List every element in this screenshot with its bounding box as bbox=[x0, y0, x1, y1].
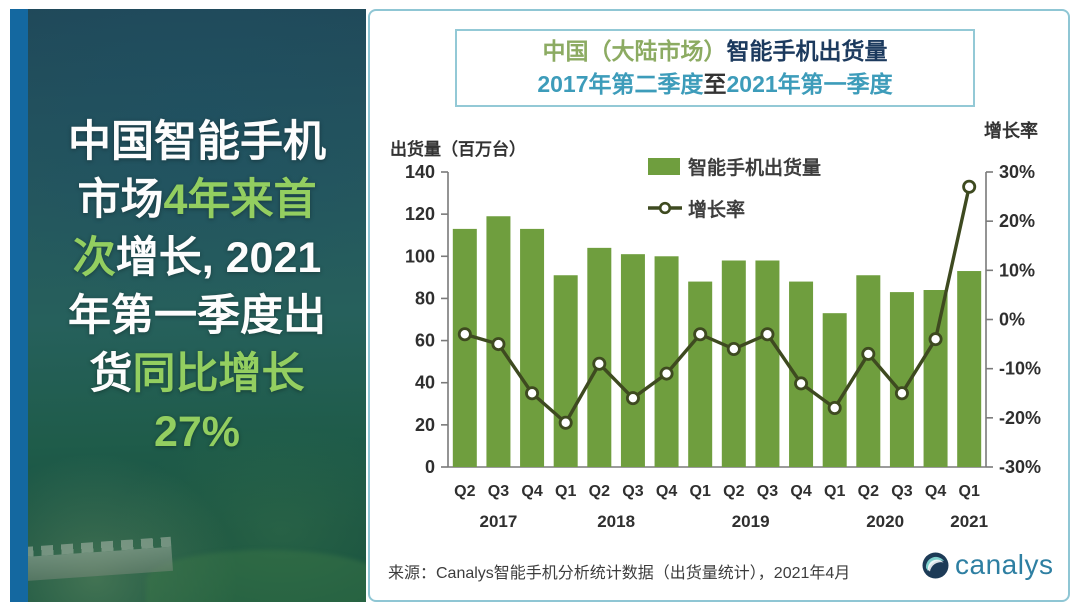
headline-line: 27% bbox=[28, 403, 366, 461]
source-note: 来源：Canalys智能手机分析统计数据（出货量统计），2021年4月 bbox=[388, 565, 851, 582]
svg-text:140: 140 bbox=[405, 162, 435, 182]
svg-text:Q1: Q1 bbox=[959, 483, 980, 500]
chart-title-box: 中国（大陆市场）智能手机出货量 2017年第二季度至2021年第一季度 bbox=[455, 29, 975, 107]
svg-text:100: 100 bbox=[405, 246, 435, 266]
svg-text:Q1: Q1 bbox=[690, 483, 711, 500]
svg-text:Q4: Q4 bbox=[925, 483, 946, 500]
line-marker-icon bbox=[648, 201, 682, 215]
svg-text:2017: 2017 bbox=[480, 512, 518, 531]
left-axis-title: 出货量（百万台） bbox=[390, 140, 526, 159]
great-wall-photo-panel: 中国智能手机 市场4年来首 次增长, 2021 年第一季度出 货同比增长 27% bbox=[28, 9, 366, 602]
headline-line: 年第一季度出 bbox=[28, 287, 366, 345]
svg-text:0%: 0% bbox=[999, 310, 1025, 330]
title-period-to: 至 bbox=[703, 71, 727, 97]
chart-card: 中国（大陆市场）智能手机出货量 2017年第二季度至2021年第一季度 出货量（… bbox=[368, 9, 1070, 602]
headline-text: 年第一季度出 bbox=[68, 292, 326, 340]
title-market: 中国（大陆市场） bbox=[542, 38, 727, 64]
svg-text:Q1: Q1 bbox=[555, 483, 576, 500]
hill-shape bbox=[146, 550, 366, 602]
svg-text:120: 120 bbox=[405, 204, 435, 224]
svg-text:2021: 2021 bbox=[950, 512, 988, 531]
headline-line: 市场4年来首 bbox=[28, 171, 366, 229]
bar-swatch-icon bbox=[648, 157, 680, 175]
svg-text:30%: 30% bbox=[999, 162, 1035, 182]
chart-title-line2: 2017年第二季度至2021年第一季度 bbox=[537, 68, 892, 101]
headline-text: 市场 bbox=[77, 176, 164, 224]
headline-percent: 27% bbox=[153, 408, 241, 456]
headline-text-green: 4年来首 bbox=[163, 176, 317, 224]
title-period-end: 2021年第一季度 bbox=[726, 71, 893, 97]
svg-text:Q2: Q2 bbox=[858, 483, 879, 500]
svg-text:Q1: Q1 bbox=[824, 483, 845, 500]
svg-text:-10%: -10% bbox=[999, 359, 1041, 379]
svg-text:0: 0 bbox=[425, 457, 435, 477]
shipments-growth-chart: 0 20 40 60 80 100 120 140 -30% -20% -10% 0% 10% 20% 30… bbox=[405, 162, 1041, 531]
legend-label-growth: 增长率 bbox=[688, 199, 746, 221]
svg-text:Q4: Q4 bbox=[521, 483, 542, 500]
headline-text: 货 bbox=[89, 350, 133, 398]
headline-text-green: 次 bbox=[72, 234, 116, 282]
title-subject: 智能手机出货量 bbox=[726, 38, 888, 64]
headline-text: 增长, 2021 bbox=[115, 234, 322, 282]
legend-item-growth: 增长率 bbox=[648, 195, 821, 221]
legend-item-shipments: 智能手机出货量 bbox=[648, 153, 821, 179]
title-period-start: 2017年第二季度 bbox=[537, 71, 704, 97]
svg-text:Q4: Q4 bbox=[656, 483, 677, 500]
headline-text-green: 同比增长 bbox=[132, 350, 305, 398]
svg-text:80: 80 bbox=[415, 288, 435, 308]
headline-line: 次增长, 2021 bbox=[28, 229, 366, 287]
svg-text:Q3: Q3 bbox=[757, 483, 778, 500]
canalys-logo: canalys bbox=[922, 549, 1053, 581]
svg-text:2018: 2018 bbox=[597, 512, 635, 531]
chart-title-line1: 中国（大陆市场）智能手机出货量 bbox=[543, 35, 888, 68]
svg-text:Q4: Q4 bbox=[790, 483, 811, 500]
svg-text:60: 60 bbox=[415, 331, 435, 351]
svg-text:20: 20 bbox=[415, 415, 435, 435]
canalys-wordmark: canalys bbox=[955, 549, 1054, 580]
chart-area: 0 20 40 60 80 100 120 140 -30% -20% -10% 0% 10% 20% 30… bbox=[370, 11, 1066, 598]
svg-text:-30%: -30% bbox=[999, 457, 1041, 477]
svg-text:10%: 10% bbox=[999, 260, 1035, 280]
headline-line: 货同比增长 bbox=[28, 345, 366, 403]
svg-text:Q3: Q3 bbox=[891, 483, 912, 500]
svg-text:Q3: Q3 bbox=[488, 483, 509, 500]
headline-line: 中国智能手机 bbox=[28, 113, 366, 171]
headline: 中国智能手机 市场4年来首 次增长, 2021 年第一季度出 货同比增长 27% bbox=[28, 113, 366, 461]
canalys-logo-icon bbox=[922, 552, 949, 578]
svg-text:-20%: -20% bbox=[999, 408, 1041, 428]
headline-text: 中国智能手机 bbox=[68, 118, 326, 166]
svg-text:40: 40 bbox=[415, 373, 435, 393]
svg-text:2019: 2019 bbox=[732, 512, 770, 531]
svg-text:20%: 20% bbox=[999, 211, 1035, 231]
svg-text:Q3: Q3 bbox=[622, 483, 643, 500]
right-axis-title: 增长率 bbox=[984, 121, 1038, 141]
legend-label-shipments: 智能手机出货量 bbox=[688, 157, 822, 179]
svg-text:2020: 2020 bbox=[866, 512, 904, 531]
chart-legend: 智能手机出货量 增长率 bbox=[648, 153, 821, 237]
svg-text:Q2: Q2 bbox=[589, 483, 610, 500]
svg-text:Q2: Q2 bbox=[454, 483, 475, 500]
left-accent-bar bbox=[10, 9, 28, 602]
svg-text:Q2: Q2 bbox=[723, 483, 744, 500]
